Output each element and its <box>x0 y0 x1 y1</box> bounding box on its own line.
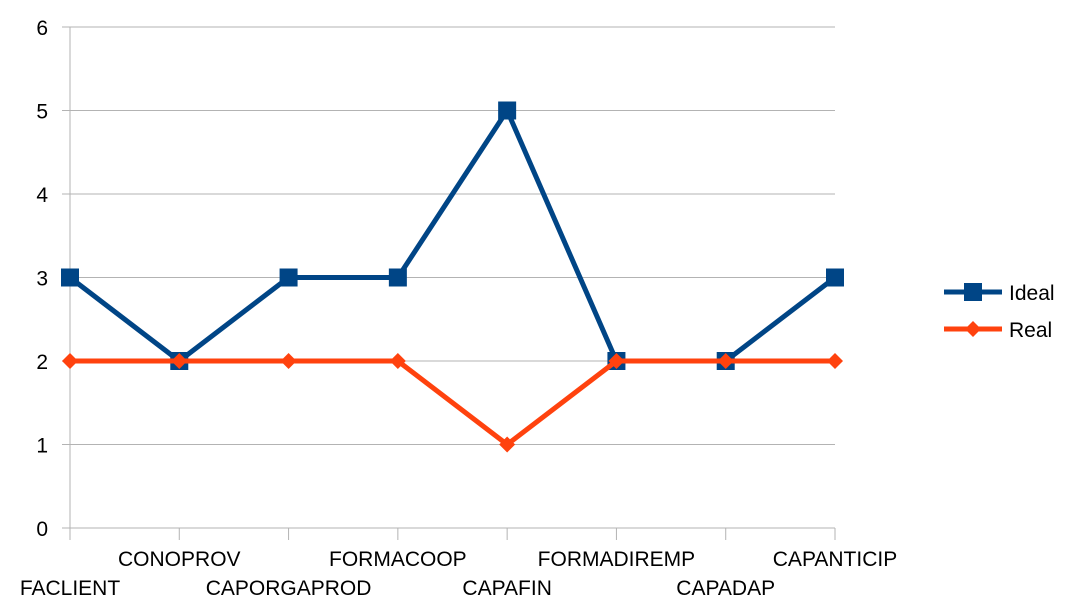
x-tick-label: FACLIENT <box>20 577 121 600</box>
y-tick-label: 3 <box>36 268 48 291</box>
series-line-real <box>70 358 835 447</box>
series-line-ideal <box>68 108 837 364</box>
x-tick-label: CAPANTICIP <box>773 548 897 571</box>
y-tick-label: 6 <box>36 17 48 40</box>
y-tick-labels: 0 1 2 3 4 5 6 <box>36 17 48 541</box>
x-tick-label: CAPORGAPROD <box>206 577 372 600</box>
data-point-real <box>499 436 516 453</box>
data-point-ideal <box>61 268 79 287</box>
data-point-real <box>717 353 734 369</box>
data-point-real <box>62 353 78 369</box>
legend-marker-real <box>965 321 981 337</box>
y-tick-label: 5 <box>36 101 48 124</box>
data-point-real <box>608 353 625 369</box>
data-point-ideal <box>279 268 298 287</box>
data-point-real <box>171 353 188 369</box>
series-lines <box>61 101 844 453</box>
x-tick-labels: FACLIENT CONOPROV CAPORGAPROD FORMACOOP CAPA… <box>20 548 897 600</box>
gridlines <box>70 26 835 529</box>
y-tick-label: 4 <box>36 184 48 207</box>
x-tick-label: CAPADAP <box>676 577 775 600</box>
legend-marker-ideal <box>964 283 982 301</box>
data-point-ideal <box>388 268 407 287</box>
y-tick-label: 0 <box>36 518 48 541</box>
legend-label-real: Real <box>1009 319 1052 342</box>
y-tick-label: 2 <box>36 351 48 374</box>
y-tick-label: 1 <box>36 435 48 458</box>
data-point-real <box>389 353 406 369</box>
legend-label-ideal: Ideal <box>1009 282 1055 305</box>
legend: Ideal Real <box>944 282 1055 342</box>
axes <box>62 26 836 540</box>
data-point-ideal <box>498 101 517 120</box>
data-point-real <box>827 353 843 369</box>
x-tick-label: FORMACOOP <box>329 548 467 571</box>
x-tick-label: FORMADIREMP <box>538 548 696 571</box>
x-tick-label: CAPAFIN <box>462 577 551 600</box>
x-tick-label: CONOPROV <box>118 548 241 571</box>
data-point-real <box>280 353 297 369</box>
data-point-ideal <box>826 268 844 287</box>
